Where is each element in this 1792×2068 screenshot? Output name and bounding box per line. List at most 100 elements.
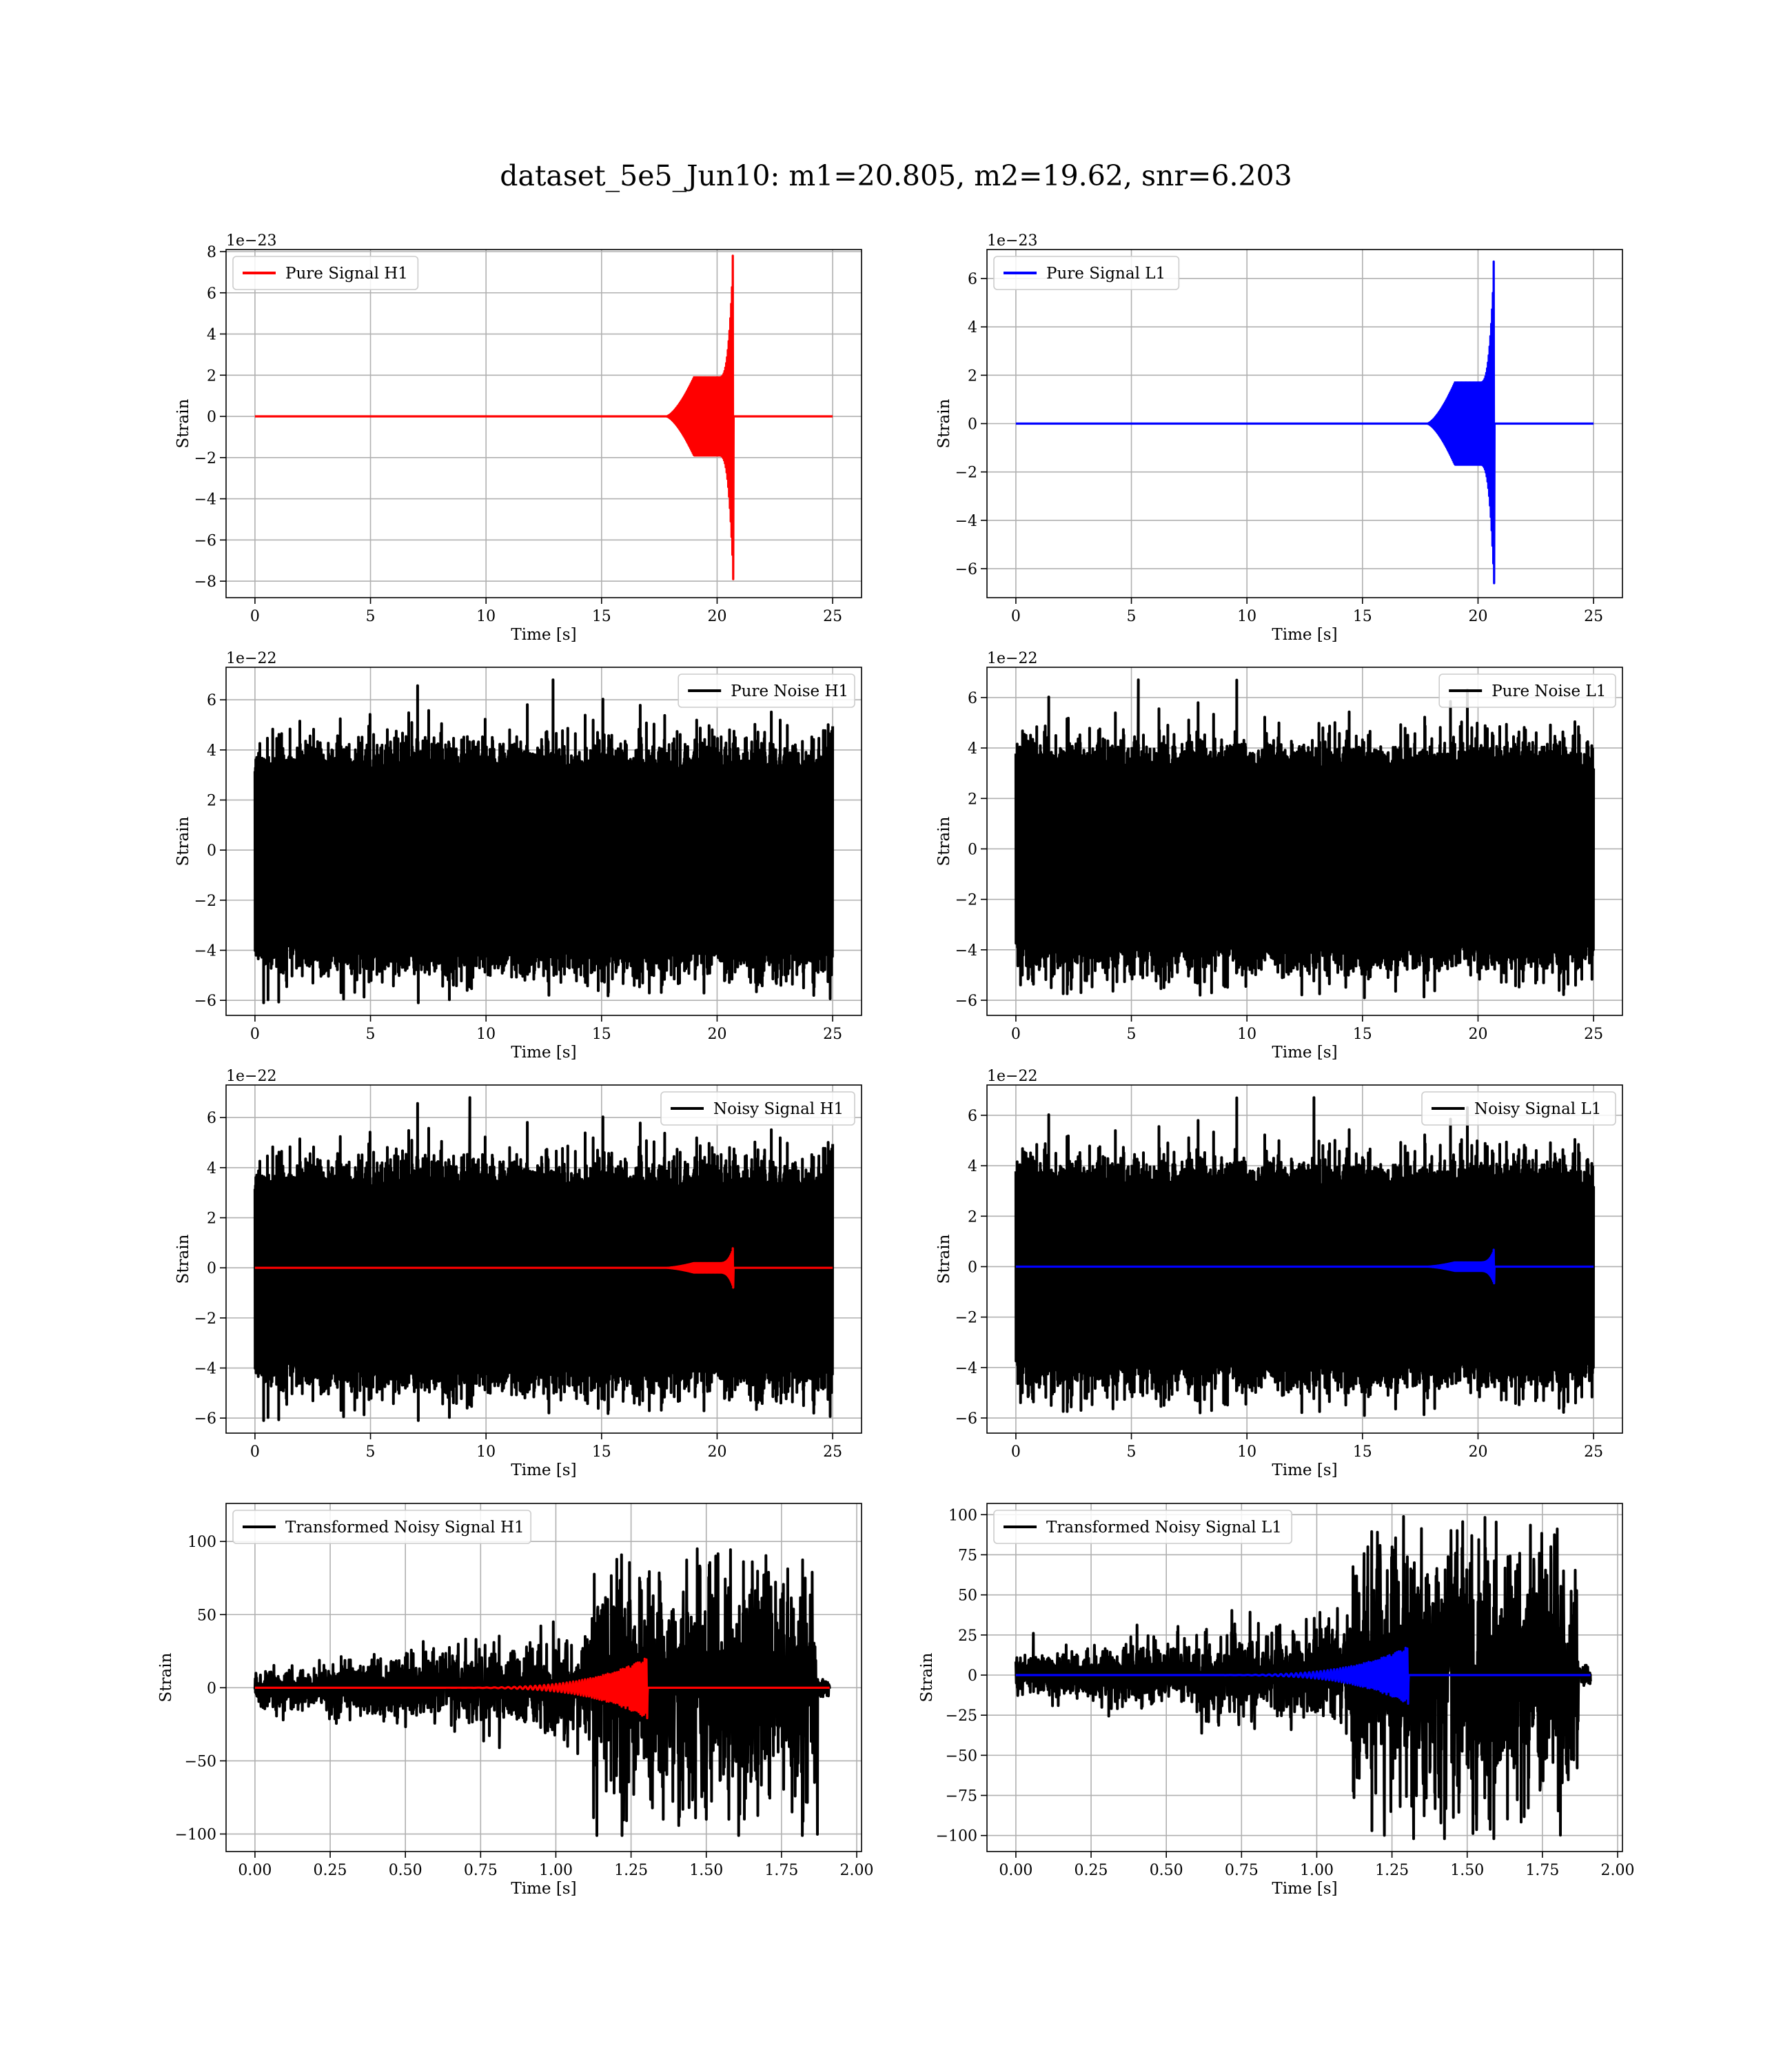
plot-area (253, 1096, 835, 1422)
y-axis-label: Strain (918, 1652, 936, 1702)
series-line-2 (1015, 260, 1595, 585)
legend-label: Transformed Noisy Signal H1 (285, 1519, 525, 1537)
x-tick-label: 0 (1011, 608, 1021, 625)
legend-box (1438, 673, 1616, 708)
y-offset-label: 1e−22 (226, 1068, 276, 1085)
y-tick-label: 6 (207, 285, 216, 303)
legend-label: Noisy Signal H1 (713, 1100, 844, 1118)
x-tick-label: 20 (1468, 608, 1487, 625)
x-tick-label: 1.25 (614, 1862, 648, 1879)
y-tick-label: −50 (946, 1747, 977, 1765)
subplot-transformed-h1: 0.00 0.25 0.50 0.75 1.00 1.25 1.50 1.75 2.00 −100… (157, 1503, 874, 1898)
y-axis-label: Strain (935, 816, 953, 866)
x-tick-label: 5 (1127, 1443, 1137, 1461)
y-axis-label: Strain (935, 1234, 953, 1284)
y-tick-label: −6 (194, 532, 216, 549)
y-offset-label: 1e−22 (987, 650, 1037, 667)
x-tick-label: 0.25 (314, 1862, 347, 1879)
gridlines (987, 250, 1622, 598)
axes-frame (225, 1503, 862, 1852)
overlay-line-11 (1015, 1248, 1595, 1285)
series-line-6 (1014, 678, 1596, 1000)
subplot-pure-signal-h1: 0 5 10 15 20 25 −8 −6 −4 −2 0 2 4 6 8 Time [s] Strain 1e−… (174, 232, 862, 644)
y-tick-label: −4 (955, 513, 977, 530)
plot-area (254, 254, 834, 580)
y-tick-label: −6 (955, 1410, 977, 1428)
x-axis-label: Time [s] (1272, 626, 1337, 644)
x-tick-label: 1.50 (1450, 1862, 1484, 1879)
x-tick-label: 15 (1353, 608, 1372, 625)
y-tick-label: 0 (207, 1260, 216, 1277)
y-tick-label: −2 (194, 1310, 216, 1328)
y-tick-label: −6 (194, 1410, 216, 1428)
x-tick-label: 15 (592, 1443, 611, 1461)
x-tick-label: 25 (823, 1443, 842, 1461)
y-tick-label: 2 (968, 367, 977, 385)
x-tick-label: 5 (1127, 608, 1137, 625)
plot-area (253, 678, 835, 1004)
overlay-line-13 (254, 1657, 831, 1720)
y-tick-label: 25 (958, 1628, 977, 1645)
legend: Noisy Signal H1 (660, 1091, 855, 1126)
plot-area (1014, 678, 1596, 1000)
y-tick-label: 75 (958, 1547, 977, 1564)
legend-label: Noisy Signal L1 (1474, 1100, 1601, 1118)
y-offset-label: 1e−23 (987, 232, 1037, 250)
x-tick-label: 20 (707, 1443, 726, 1461)
y-tick-label: −50 (185, 1753, 216, 1770)
axes-frame (225, 249, 862, 598)
legend-box (678, 673, 855, 708)
figure-title: dataset_5e5_Jun10: m1=20.805, m2=19.62, … (500, 159, 1292, 192)
y-tick-label: −6 (955, 993, 977, 1010)
y-tick-label: 4 (207, 327, 216, 344)
x-tick-label: 25 (823, 1026, 842, 1043)
y-tick-label: 50 (958, 1588, 977, 1605)
y-tick-label: −4 (955, 1360, 977, 1377)
x-tick-label: 0.50 (389, 1862, 422, 1879)
y-axis-label: Strain (174, 816, 192, 866)
y-tick-label: 2 (968, 1208, 977, 1226)
x-tick-label: 0 (250, 1443, 260, 1461)
x-tick-label: 2.00 (1601, 1862, 1635, 1879)
legend: Pure Signal H1 (232, 256, 419, 290)
x-tick-label: 10 (476, 608, 496, 625)
series-line-0 (254, 254, 834, 580)
y-tick-label: −2 (194, 450, 216, 467)
x-tick-label: 5 (366, 1026, 376, 1043)
x-tick-label: 0 (250, 1026, 260, 1043)
legend: Pure Noise L1 (1438, 673, 1616, 708)
x-tick-label: 15 (592, 1026, 611, 1043)
x-tick-label: 5 (366, 608, 376, 625)
x-axis-label: Time [s] (511, 1461, 576, 1479)
series-line-4 (253, 678, 835, 1004)
y-tick-label: 0 (207, 842, 216, 860)
y-tick-label: 2 (207, 793, 216, 810)
y-offset-label: 1e−22 (226, 650, 276, 667)
y-axis-label: Strain (174, 1234, 192, 1284)
x-axis-label: Time [s] (1272, 1044, 1337, 1062)
plot-area (1015, 260, 1595, 585)
y-tick-label: 6 (968, 690, 977, 707)
y-tick-label: −2 (955, 465, 977, 482)
x-tick-label: 20 (1468, 1443, 1487, 1461)
y-tick-label: 0 (207, 1680, 216, 1697)
y-tick-label: 50 (197, 1607, 216, 1624)
axes-frame (986, 1084, 1623, 1434)
y-tick-label: −6 (955, 561, 977, 578)
x-axis-label: Time [s] (511, 626, 576, 644)
x-tick-label: 1.00 (539, 1862, 573, 1879)
y-tick-label: 4 (968, 740, 977, 758)
x-tick-label: 0.25 (1075, 1862, 1108, 1879)
series-line-8 (253, 1096, 835, 1422)
y-tick-label: −2 (955, 1310, 977, 1327)
subplot-transformed-l1: 0.00 0.25 0.50 0.75 1.00 1.25 1.50 1.75 2.00 −100… (918, 1503, 1635, 1898)
legend: Transformed Noisy Signal H1 (232, 1510, 532, 1544)
y-tick-label: −4 (194, 943, 216, 960)
y-tick-label: 6 (207, 692, 216, 709)
x-tick-label: 1.50 (689, 1862, 723, 1879)
overlay-line-15 (1015, 1646, 1591, 1705)
y-tick-label: −100 (936, 1828, 977, 1845)
legend-label: Pure Signal H1 (285, 265, 408, 283)
